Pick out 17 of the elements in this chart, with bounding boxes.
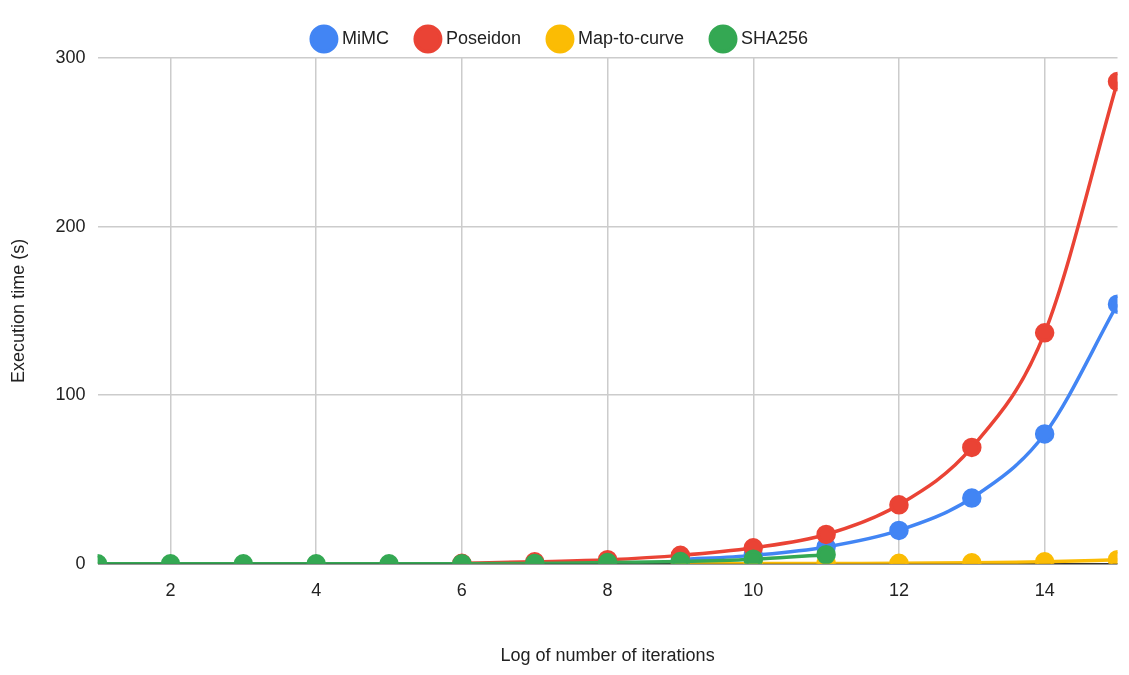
x-tick-label: 8 xyxy=(602,579,613,600)
y-tick-label: 100 xyxy=(55,384,86,405)
y-axis-title: Execution time (s) xyxy=(7,238,28,383)
x-tick-label: 6 xyxy=(456,579,467,600)
legend-label: Map-to-curve xyxy=(577,27,685,48)
y-tick-label: 200 xyxy=(55,215,86,236)
legend-label: MiMC xyxy=(341,27,389,48)
legend-label: Poseidon xyxy=(445,27,521,48)
y-tick-label: 300 xyxy=(55,46,86,67)
x-tick-label: 14 xyxy=(1034,579,1055,600)
x-tick-label: 2 xyxy=(165,579,176,600)
x-axis-title: Log of number of iterations xyxy=(500,645,715,666)
x-tick-label: 10 xyxy=(743,579,764,600)
y-tick-label: 0 xyxy=(75,552,86,573)
x-tick-label: 4 xyxy=(311,579,322,600)
legend-label: SHA256 xyxy=(741,27,809,48)
x-tick-label: 12 xyxy=(888,579,909,600)
